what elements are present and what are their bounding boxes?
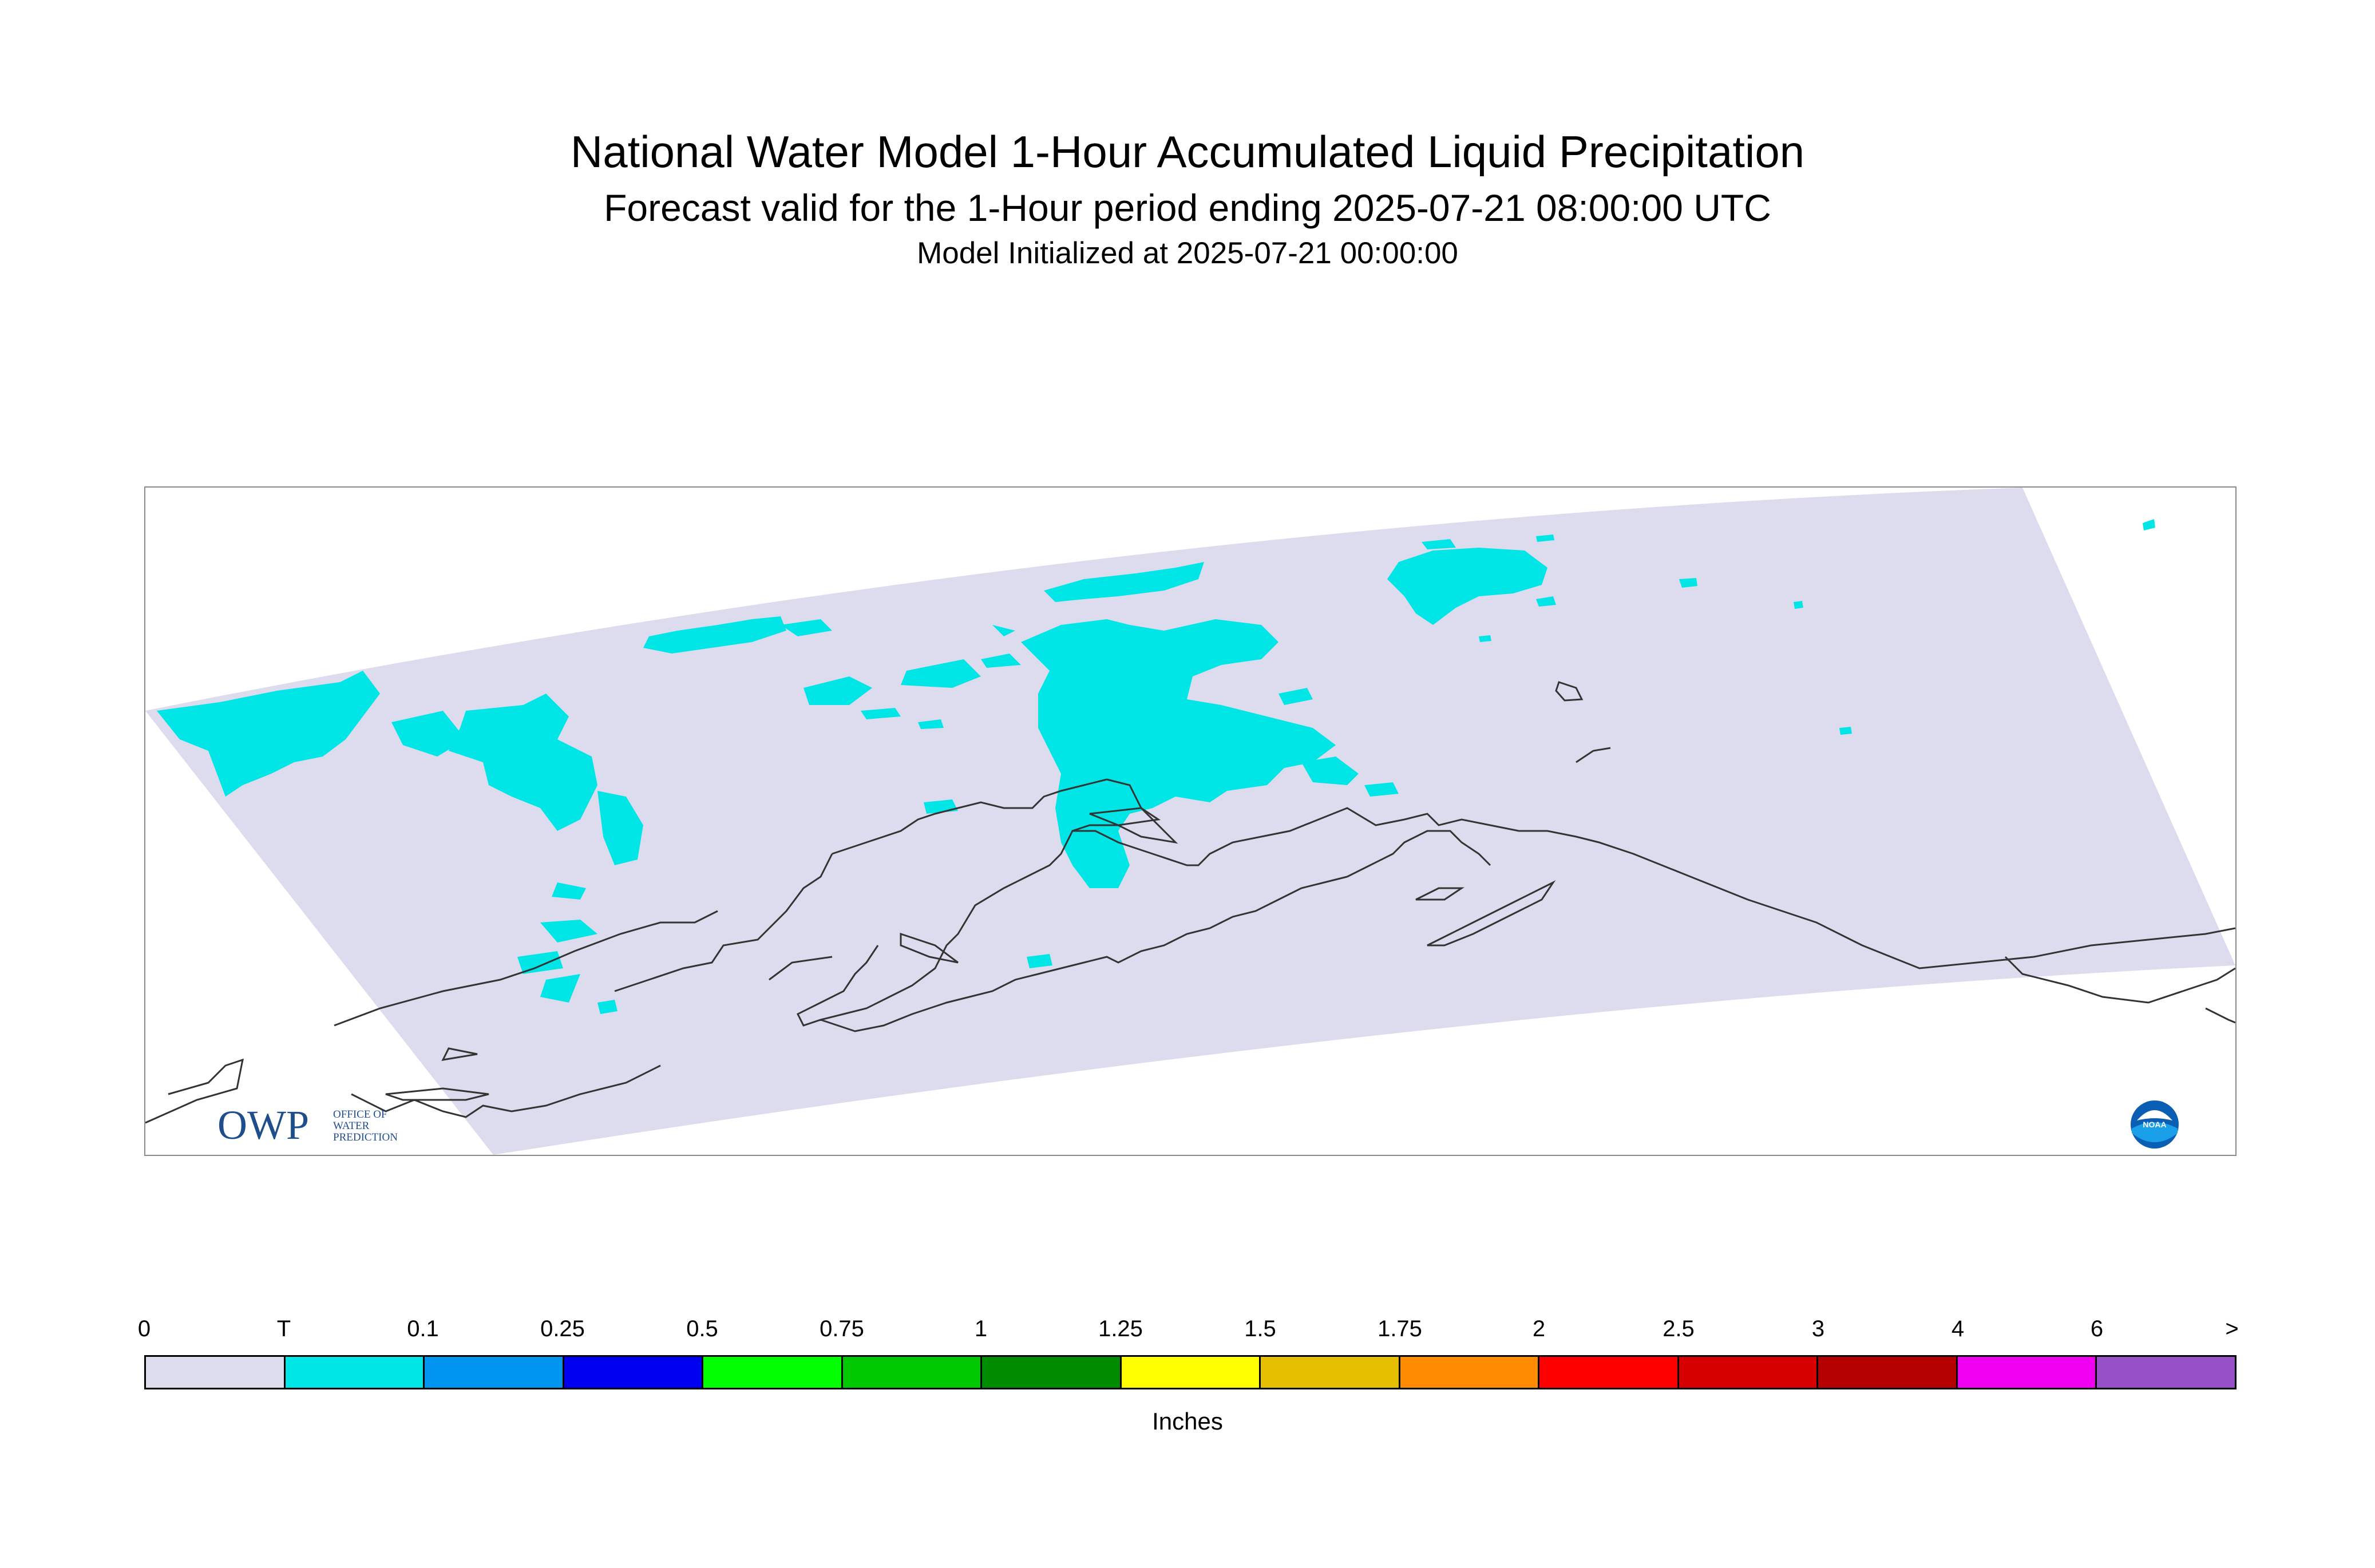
alaska-coast bbox=[900, 932, 959, 964]
legend-tick-label: 2.5 bbox=[1662, 1316, 1695, 1341]
legend-tick-label: 1.5 bbox=[1244, 1316, 1276, 1341]
precip-area bbox=[597, 1000, 618, 1014]
legend-tick-label: 0.25 bbox=[540, 1316, 585, 1341]
legend-color-swatch bbox=[1957, 1357, 2097, 1388]
legend-color-swatch bbox=[146, 1357, 286, 1388]
precip-area bbox=[918, 719, 944, 729]
precip-area bbox=[1422, 539, 1456, 549]
model-init-text: Model Initialized at 2025-07-21 00:00:00 bbox=[917, 236, 1458, 270]
map-subtitle: Forecast valid for the 1-Hour period end… bbox=[604, 187, 1771, 229]
legend-color-swatch bbox=[1261, 1357, 1400, 1388]
alaska-coast bbox=[1555, 681, 1584, 702]
legend-tick-label: 6 bbox=[2090, 1316, 2104, 1341]
precip-area bbox=[1679, 578, 1697, 588]
precip-area bbox=[1536, 534, 1554, 542]
legend-units: Inches bbox=[1152, 1408, 1223, 1435]
legend-tick-label: 0.75 bbox=[820, 1316, 864, 1341]
alaska-coast bbox=[441, 1047, 478, 1061]
precip-area bbox=[1027, 954, 1052, 968]
model-domain bbox=[145, 488, 2235, 1155]
precip-area bbox=[861, 708, 901, 719]
precip-area bbox=[803, 676, 872, 705]
precip-area bbox=[1839, 727, 1852, 735]
legend-tick-label: > bbox=[2225, 1316, 2239, 1341]
precip-area bbox=[391, 711, 466, 757]
legend-color-swatch bbox=[982, 1357, 1122, 1388]
alaska-coast bbox=[145, 778, 2235, 1124]
precip-area bbox=[992, 625, 1015, 636]
coastline bbox=[145, 681, 2235, 1124]
precip-area bbox=[781, 619, 832, 636]
noaa-label: NOAA bbox=[2143, 1120, 2166, 1129]
precip-area bbox=[1536, 596, 1556, 607]
legend-color-swatch bbox=[425, 1357, 564, 1388]
precip-area bbox=[1278, 688, 1313, 705]
precip-area bbox=[1794, 601, 1803, 609]
legend-tick-label: 0 bbox=[137, 1316, 151, 1341]
precip-area bbox=[597, 791, 643, 865]
legend-tick-label: 1.75 bbox=[1378, 1316, 1422, 1341]
legend-color-swatch bbox=[703, 1357, 843, 1388]
legend-color-swatch bbox=[1400, 1357, 1540, 1388]
owp-wordmark: OWP bbox=[217, 1102, 309, 1148]
legend-tick-label: 0.5 bbox=[686, 1316, 718, 1341]
precip-area bbox=[1044, 562, 1204, 602]
alaska-coast bbox=[385, 1087, 489, 1101]
alaska-coast bbox=[1089, 807, 1161, 826]
owp-text: OFFICE OF WATER PREDICTION bbox=[333, 1109, 398, 1143]
legend-color-swatch bbox=[842, 1357, 983, 1388]
legend-tick-label: 0.1 bbox=[407, 1316, 439, 1341]
precip-area bbox=[643, 616, 786, 654]
owp-line-1: OFFICE OF bbox=[333, 1108, 387, 1120]
precip-area bbox=[157, 671, 380, 797]
precip-area bbox=[552, 882, 586, 900]
owp-line-2: WATER bbox=[333, 1120, 370, 1132]
precip-trace-areas bbox=[157, 519, 2155, 1014]
legend-color-swatch bbox=[564, 1357, 704, 1388]
precip-area bbox=[1301, 757, 1359, 785]
precip-area bbox=[1021, 619, 1336, 888]
precip-area bbox=[449, 694, 597, 831]
legend-tick-label: 2 bbox=[1532, 1316, 1546, 1341]
precip-area bbox=[1364, 782, 1399, 797]
precip-area bbox=[517, 951, 563, 974]
legend-color-swatch bbox=[1539, 1357, 1679, 1388]
precip-area bbox=[2143, 519, 2155, 530]
legend-tick-label: 1.25 bbox=[1098, 1316, 1143, 1341]
legend-color-swatch bbox=[285, 1357, 425, 1388]
legend-tick-label: 3 bbox=[1811, 1316, 1825, 1341]
precip-area bbox=[1479, 635, 1491, 642]
precip-area bbox=[901, 659, 981, 688]
legend-colorbar bbox=[144, 1355, 2237, 1389]
legend-tick-label: T bbox=[276, 1316, 291, 1341]
owp-line-3: PREDICTION bbox=[333, 1131, 398, 1143]
map-title: National Water Model 1-Hour Accumulated … bbox=[570, 126, 1805, 177]
legend-color-swatch bbox=[1679, 1357, 1819, 1388]
legend-color-swatch bbox=[1121, 1357, 1261, 1388]
precip-area bbox=[540, 920, 597, 943]
legend-tick-label: 4 bbox=[1951, 1316, 1965, 1341]
alaska-coast bbox=[1576, 747, 1611, 763]
legend-tick-label: 1 bbox=[974, 1316, 988, 1341]
precipitation-map bbox=[145, 488, 2235, 1155]
precip-area bbox=[540, 974, 580, 1003]
alaska-coast bbox=[1415, 887, 1464, 901]
noaa-icon: NOAA bbox=[2131, 1100, 2179, 1149]
precip-area bbox=[1387, 548, 1547, 625]
map-frame bbox=[144, 486, 2237, 1156]
legend-color-swatch bbox=[1818, 1357, 1958, 1388]
precip-area bbox=[981, 654, 1021, 668]
legend-color-swatch bbox=[2097, 1357, 2235, 1388]
owp-logo: OWP bbox=[73, 617, 332, 668]
